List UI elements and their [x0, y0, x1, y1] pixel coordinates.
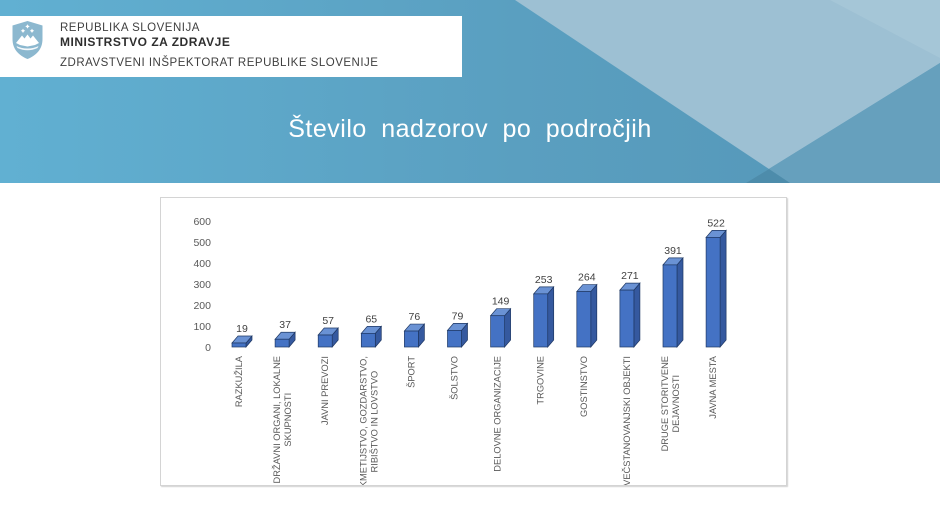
- bar-front-face: [490, 315, 505, 348]
- chart-bar-group: 37: [274, 319, 296, 348]
- bar-value-label: 57: [322, 315, 334, 327]
- bar-value-label: 253: [535, 274, 553, 286]
- chart-bar-group: 522: [705, 217, 727, 348]
- x-axis-category-label: DRUGE STORITVENE DEJAVNOSTI: [660, 356, 681, 451]
- band-medium-triangle: [746, 63, 940, 183]
- x-axis-category-label: DELOVNE ORGANIZACIJE: [493, 356, 503, 472]
- band-light-triangle: [515, 0, 940, 169]
- bar-value-label: 149: [492, 296, 510, 308]
- chart-bar-group: 271: [619, 270, 641, 348]
- bar-front-face: [705, 237, 721, 348]
- y-axis-tick-label: 200: [193, 300, 211, 312]
- header-band: [0, 0, 940, 183]
- bar-side-face: [590, 283, 598, 348]
- band-lighter-wedge: [830, 0, 940, 58]
- bar-front-face: [404, 330, 419, 348]
- bar-chart: 0 100 200 300 400 500 600 19 RAZKUŽILA 37 DRŽAVNI …: [193, 216, 727, 485]
- category-label-line: JAVNA MESTA: [708, 355, 718, 418]
- ministry-header-text: REPUBLIKA SLOVENIJA MINISTRSTVO ZA ZDRAV…: [60, 16, 378, 70]
- inspectorate-name: ZDRAVSTVENI INŠPEKTORAT REPUBLIKE SLOVEN…: [60, 57, 379, 69]
- bar-value-label: 65: [365, 313, 377, 325]
- x-axis-category-label: JAVNI PREVOZI: [320, 356, 330, 425]
- bar-front-face: [317, 334, 333, 348]
- bar-front-face: [619, 289, 635, 348]
- y-axis-tick-label: 400: [193, 258, 211, 270]
- category-label-line: DRŽAVNI ORGANI, LOKALNE: [272, 356, 282, 483]
- x-axis-category-label: GOSTINSTVO: [579, 356, 589, 417]
- x-axis-category-label: VEČSTANOVANJSKI OBJEKTI: [622, 356, 632, 485]
- chart-bar-group: 65: [360, 313, 383, 348]
- bar-value-label: 522: [707, 217, 725, 229]
- category-label-line: DRUGE STORITVENE: [660, 356, 670, 451]
- category-label-line: DELOVNE ORGANIZACIJE: [493, 356, 503, 472]
- category-label-line: ŠOLSTVO: [450, 356, 460, 400]
- bar-front-face: [533, 293, 549, 348]
- bar-front-face: [662, 264, 678, 348]
- bar-side-face: [676, 256, 684, 348]
- category-label-line: ŠPORT: [406, 356, 416, 388]
- chart-bar-group: 391: [662, 245, 684, 348]
- category-label-line: VEČSTANOVANJSKI OBJEKTI: [622, 356, 632, 485]
- bar-value-label: 37: [279, 319, 291, 331]
- x-axis-category-label: JAVNA MESTA: [708, 355, 718, 418]
- bar-front-face: [360, 333, 376, 348]
- bar-front-face: [447, 330, 462, 348]
- page-title: Število nadzorov po področjih: [288, 115, 652, 143]
- bar-front-face: [274, 338, 290, 348]
- category-label-line: KMETIJSTVO, GOZDARSTVO,: [358, 356, 368, 485]
- chart-panel: 0 100 200 300 400 500 600 19 RAZKUŽILA 37 DRŽAVNI …: [160, 197, 787, 486]
- y-axis-tick-label: 300: [193, 279, 211, 291]
- chart-bar-group: 149: [489, 296, 512, 348]
- bar-front-face: [231, 342, 247, 348]
- x-axis-category-label: ŠOLSTVO: [450, 356, 460, 400]
- x-axis-category-label: RAZKUŽILA: [234, 355, 244, 407]
- chart-bar-group: 253: [532, 274, 555, 348]
- bar-value-label: 19: [236, 323, 248, 335]
- chart-bar-group: 79: [446, 310, 469, 348]
- bar-value-label: 391: [664, 245, 682, 257]
- x-axis-category-label: TRGOVINE: [536, 356, 546, 405]
- x-axis-category-label: KMETIJSTVO, GOZDARSTVO, RIBIŠTVO IN LOVST…: [358, 356, 379, 485]
- category-label-line: SKUPNOSTI: [283, 393, 293, 447]
- bar-side-face: [547, 285, 555, 348]
- y-axis-tick-label: 500: [193, 237, 211, 249]
- x-axis-category-label: ŠPORT: [406, 356, 416, 388]
- chart-bar-group: 57: [317, 315, 339, 348]
- category-label-line: RIBIŠTVO IN LOVSTVO: [369, 371, 379, 473]
- x-axis-category-label: DRŽAVNI ORGANI, LOKALNE SKUPNOSTI: [272, 356, 293, 483]
- ministry-name: MINISTRSTVO ZA ZDRAVJE: [60, 35, 231, 49]
- y-axis-tick-label: 100: [193, 321, 211, 333]
- y-axis-tick-label: 600: [193, 216, 211, 228]
- category-label-line: TRGOVINE: [536, 356, 546, 405]
- bar-value-label: 79: [452, 310, 464, 322]
- header-band-decoration: [0, 0, 940, 183]
- category-label-line: GOSTINSTVO: [579, 356, 589, 417]
- ministry-header-box: REPUBLIKA SLOVENIJA MINISTRSTVO ZA ZDRAV…: [0, 16, 462, 77]
- chart-bar-group: 19: [231, 323, 253, 348]
- bar-front-face: [576, 291, 592, 348]
- bar-side-face: [719, 229, 727, 348]
- category-label-line: RAZKUŽILA: [234, 355, 244, 407]
- category-label-line: DEJAVNOSTI: [671, 375, 681, 433]
- chart-bar-group: 76: [403, 311, 426, 348]
- bar-value-label: 76: [409, 311, 421, 323]
- y-axis-tick-label: 0: [205, 342, 211, 354]
- bar-side-face: [633, 282, 641, 348]
- category-label-line: JAVNI PREVOZI: [320, 356, 330, 425]
- band-dark-triangle: [746, 169, 790, 183]
- chart-bar-group: 264: [576, 272, 598, 348]
- bar-value-label: 271: [621, 270, 639, 282]
- republic-name: REPUBLIKA SLOVENIJA: [60, 22, 200, 34]
- slovenia-coat-of-arms-icon: [12, 21, 43, 59]
- bar-value-label: 264: [578, 272, 596, 284]
